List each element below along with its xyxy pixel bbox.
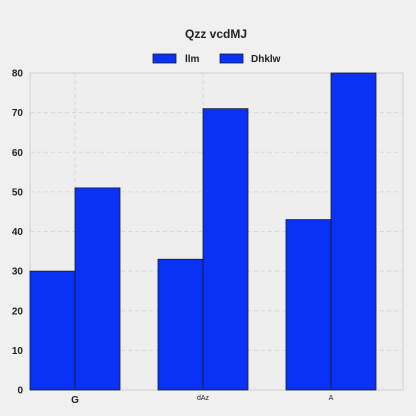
bar-llm-g [29,270,76,391]
bar-dhklw-g [74,187,121,391]
y-axis-ticks: 0 10 20 30 40 50 60 70 80 [12,69,24,397]
y-tick-label: 0 [17,386,23,397]
legend-swatch-dhklw [219,53,244,64]
y-tick-label: 60 [12,148,24,159]
y-tick-label: 20 [12,306,24,317]
y-tick-label: 80 [12,69,24,80]
legend: llm Dhklw [152,53,281,65]
x-tick-label: A [329,395,334,402]
y-tick-label: 30 [12,267,24,278]
bar-llm-a [285,219,332,391]
bar-dhklw-a [330,72,377,391]
bars [29,72,377,391]
y-tick-label: 10 [12,346,24,357]
legend-label-llm: llm [185,54,200,65]
legend-label-dhklw: Dhklw [251,54,281,65]
x-tick-label: G [71,395,79,406]
bar-llm-daz [157,258,204,391]
chart-title: Qzz vcdMJ [185,27,247,41]
y-tick-label: 70 [12,108,24,119]
x-tick-label: dAz [197,395,210,402]
legend-swatch-llm [152,53,177,64]
y-tick-label: 40 [12,227,24,238]
bar-dhklw-daz [202,108,249,391]
y-tick-label: 50 [12,187,24,198]
